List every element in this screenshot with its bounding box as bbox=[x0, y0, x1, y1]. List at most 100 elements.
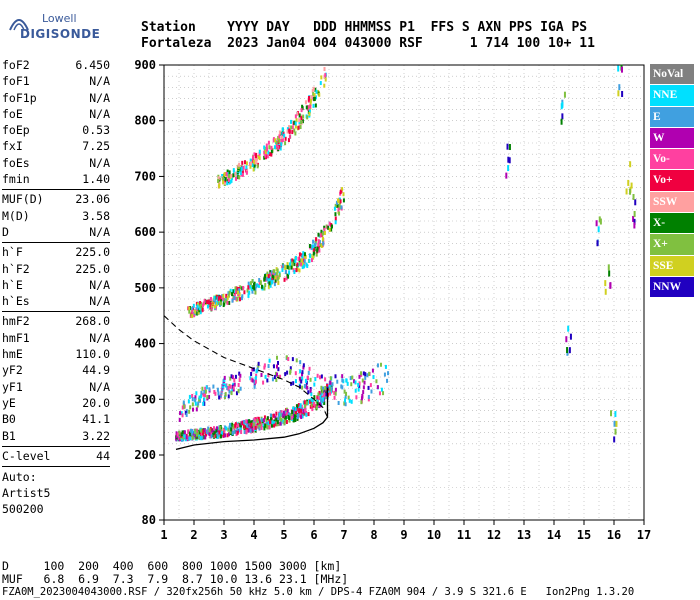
echo-point bbox=[325, 390, 328, 395]
echo-point bbox=[240, 430, 243, 435]
echo-point bbox=[221, 296, 224, 301]
param-separator bbox=[2, 445, 110, 447]
echo-point bbox=[182, 400, 185, 405]
echo-point bbox=[237, 388, 240, 393]
echo-point bbox=[229, 384, 232, 389]
param-label: h`F2 bbox=[2, 261, 30, 276]
echo-point bbox=[358, 383, 361, 388]
echo-point bbox=[208, 387, 211, 392]
echo-point bbox=[294, 371, 297, 376]
legend-item: Vo+ bbox=[650, 170, 694, 191]
echo-point bbox=[228, 425, 231, 430]
echo-point bbox=[287, 265, 290, 270]
echo-point bbox=[217, 427, 220, 432]
echo-point bbox=[357, 382, 360, 387]
echo-point bbox=[301, 370, 304, 375]
echo-point bbox=[330, 224, 333, 229]
param-label: MUF(D) bbox=[2, 192, 44, 207]
echo-point bbox=[251, 378, 254, 383]
echo-point bbox=[198, 308, 201, 313]
echo-point bbox=[301, 414, 304, 419]
echo-point bbox=[318, 390, 321, 395]
echo-point bbox=[270, 152, 273, 157]
echo-point bbox=[320, 243, 323, 248]
echo-point bbox=[281, 138, 284, 143]
echo-point bbox=[608, 270, 611, 277]
echo-point bbox=[205, 385, 208, 390]
echo-point bbox=[300, 379, 303, 384]
echo-point bbox=[267, 364, 270, 369]
echo-point bbox=[301, 119, 304, 124]
echo-point bbox=[367, 397, 370, 402]
echo-point bbox=[267, 140, 270, 145]
echo-point bbox=[280, 134, 283, 139]
echo-point bbox=[221, 384, 224, 389]
echo-point bbox=[264, 283, 267, 288]
echo-point bbox=[298, 408, 301, 413]
echo-point bbox=[250, 377, 253, 382]
echo-point bbox=[231, 298, 234, 303]
echo-point bbox=[291, 258, 294, 263]
echo-point bbox=[299, 261, 302, 266]
echo-point bbox=[252, 283, 255, 288]
echo-point bbox=[266, 154, 269, 159]
echo-point bbox=[255, 156, 258, 161]
echo-point bbox=[257, 361, 260, 366]
param-label: foF1p bbox=[2, 90, 37, 105]
echo-point bbox=[219, 295, 222, 300]
echo-point bbox=[278, 412, 281, 417]
echo-point bbox=[271, 377, 274, 382]
echo-point bbox=[299, 360, 302, 365]
echo-point bbox=[312, 247, 315, 252]
echo-point bbox=[284, 265, 287, 270]
echo-point bbox=[304, 254, 307, 259]
echo-point bbox=[206, 300, 209, 305]
echo-point bbox=[251, 279, 254, 284]
echo-point bbox=[268, 145, 271, 150]
echo-point bbox=[598, 216, 601, 223]
param-value: N/A bbox=[89, 330, 110, 345]
echo-point bbox=[233, 378, 236, 383]
echo-point bbox=[284, 141, 287, 146]
echo-point bbox=[344, 398, 347, 403]
echo-point bbox=[273, 375, 276, 380]
echo-point bbox=[320, 385, 323, 390]
echo-point bbox=[238, 175, 241, 180]
echo-point bbox=[367, 394, 370, 399]
echo-point bbox=[253, 384, 256, 389]
echo-point bbox=[286, 412, 289, 417]
echo-point bbox=[384, 364, 387, 369]
param-row: hmF1 N/A bbox=[2, 331, 110, 347]
param-row: h`F2 225.0 bbox=[2, 262, 110, 278]
echo-point bbox=[204, 386, 207, 391]
echo-point bbox=[281, 412, 284, 417]
echo-point bbox=[319, 398, 322, 403]
echo-point bbox=[245, 429, 248, 434]
echo-point bbox=[337, 199, 340, 204]
echo-point bbox=[315, 405, 318, 410]
param-label: hmF2 bbox=[2, 314, 30, 329]
echo-point bbox=[276, 268, 279, 273]
echo-point bbox=[317, 392, 320, 397]
echo-point bbox=[228, 300, 231, 305]
echo-point bbox=[227, 427, 230, 432]
echo-point bbox=[234, 286, 237, 291]
echo-point bbox=[347, 395, 350, 400]
echo-point bbox=[197, 310, 200, 315]
echo-point bbox=[317, 396, 320, 401]
echo-point bbox=[188, 431, 191, 436]
echo-point bbox=[255, 160, 258, 165]
echo-point bbox=[272, 413, 275, 418]
echo-point bbox=[245, 165, 248, 170]
echo-point bbox=[276, 422, 279, 427]
echo-point bbox=[329, 380, 332, 385]
echo-point bbox=[241, 160, 244, 165]
echo-point bbox=[294, 407, 297, 412]
echo-point bbox=[293, 262, 296, 267]
echo-point bbox=[196, 304, 199, 309]
echo-point bbox=[201, 303, 204, 308]
param-separator bbox=[2, 311, 110, 313]
echo-point bbox=[566, 347, 569, 354]
echo-point bbox=[232, 296, 235, 301]
echo-point bbox=[288, 262, 291, 267]
